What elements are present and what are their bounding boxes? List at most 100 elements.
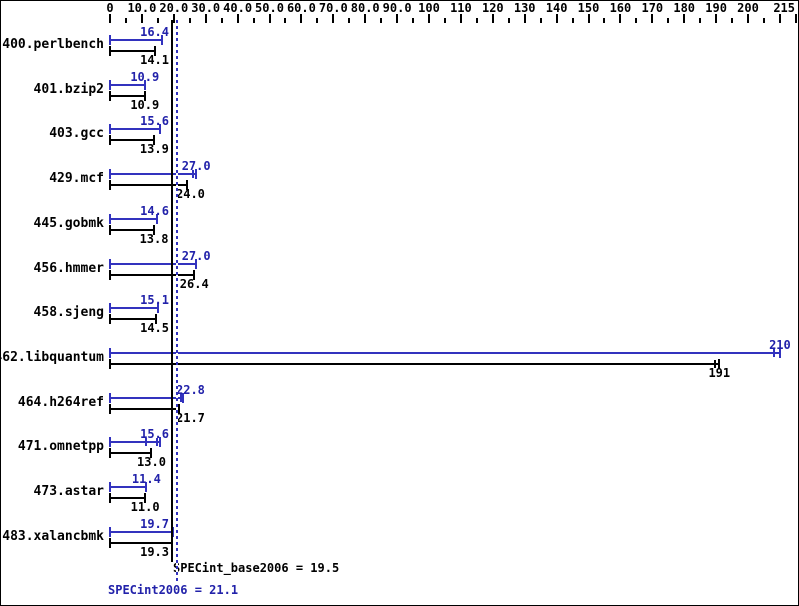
x-axis-minor-tick bbox=[412, 18, 415, 23]
peak-bar-cap bbox=[109, 527, 111, 537]
x-axis-minor-tick bbox=[316, 18, 319, 23]
base-value-label: 11.0 bbox=[130, 500, 160, 514]
benchmark-label: 456.hmmer bbox=[33, 261, 104, 276]
base-bar-cap bbox=[109, 135, 111, 145]
peak-run-tick bbox=[156, 438, 159, 446]
base-bar-cap bbox=[718, 359, 721, 369]
base-bar-cap bbox=[143, 91, 146, 101]
x-axis-minor-tick bbox=[284, 18, 287, 23]
x-axis-major-tick bbox=[747, 14, 749, 23]
base-value-label: 26.4 bbox=[179, 277, 209, 291]
base-bar bbox=[110, 408, 180, 410]
x-axis-tick-label: 0 bbox=[106, 1, 114, 15]
peak-bar bbox=[110, 39, 163, 41]
x-axis-minor-tick bbox=[603, 18, 606, 23]
peak-bar-cap bbox=[778, 348, 781, 358]
x-axis-tick-label: 40.0 bbox=[223, 1, 253, 15]
base-bar-cap bbox=[153, 225, 156, 235]
peak-bar-cap bbox=[109, 437, 111, 447]
peak-bar-cap bbox=[155, 214, 158, 224]
peak-value-label: 11.4 bbox=[131, 472, 161, 486]
x-axis-major-tick bbox=[428, 14, 430, 23]
base-bar-cap bbox=[109, 538, 111, 548]
base-bar-cap bbox=[150, 448, 153, 458]
base-bar-cap bbox=[153, 135, 156, 145]
base-bar-cap bbox=[109, 91, 111, 101]
x-axis-tick-label: 215 bbox=[773, 1, 796, 15]
base-bar-cap bbox=[109, 359, 111, 369]
x-axis-major-tick bbox=[396, 14, 399, 23]
base-bar bbox=[110, 497, 146, 499]
x-axis-tick-label: 80.0 bbox=[350, 1, 380, 15]
benchmark-label: 458.sjeng bbox=[33, 305, 104, 320]
benchmark-label: 471.omnetpp bbox=[17, 439, 104, 454]
x-axis-major-tick bbox=[523, 14, 526, 23]
benchmark-label: 403.gcc bbox=[49, 126, 104, 141]
x-axis-minor-tick bbox=[762, 18, 765, 23]
peak-value-label: 19.7 bbox=[140, 517, 170, 531]
base-bar-cap bbox=[144, 493, 147, 503]
x-axis-tick-label: 190 bbox=[705, 1, 727, 15]
peak-value-label: 15.6 bbox=[140, 427, 170, 441]
benchmark-label: 473.astar bbox=[33, 484, 104, 499]
base-bar-cap bbox=[109, 180, 111, 190]
base-value-label: 191 bbox=[708, 366, 731, 380]
peak-value-label: 15.1 bbox=[140, 293, 170, 307]
x-axis-minor-tick bbox=[348, 18, 351, 23]
base-bar-cap bbox=[109, 46, 111, 56]
peak-value-label: 27.0 bbox=[181, 159, 211, 173]
x-axis-major-tick bbox=[172, 14, 175, 23]
x-axis-major-tick bbox=[140, 14, 143, 23]
x-axis-minor-tick bbox=[380, 18, 383, 23]
x-axis-major-tick bbox=[619, 14, 622, 23]
base-value-label: 10.9 bbox=[130, 98, 160, 112]
x-axis-major-tick bbox=[651, 14, 654, 23]
x-axis-tick-label: 30.0 bbox=[191, 1, 221, 15]
benchmark-label: 429.mcf bbox=[49, 171, 104, 186]
peak-value-label: 16.4 bbox=[140, 25, 170, 39]
peak-bar-cap bbox=[109, 169, 111, 179]
peak-bar bbox=[110, 397, 183, 399]
x-axis-minor-tick bbox=[635, 18, 638, 23]
x-axis-major-tick bbox=[109, 14, 111, 23]
x-axis-tick-label: 120 bbox=[481, 1, 504, 15]
peak-bar-cap bbox=[157, 303, 160, 313]
peak-score-caption: SPECint2006 = 21.1 bbox=[108, 583, 239, 597]
base-bar-cap bbox=[109, 225, 111, 235]
base-bar bbox=[110, 542, 172, 544]
base-value-label: 13.9 bbox=[139, 142, 169, 156]
x-axis-minor-tick bbox=[188, 18, 191, 23]
x-axis-minor-tick bbox=[507, 18, 510, 23]
benchmark-label: 464.h264ref bbox=[17, 395, 104, 410]
peak-bar-cap bbox=[195, 169, 198, 179]
x-axis-tick-label: 180 bbox=[673, 1, 696, 15]
base-bar bbox=[110, 229, 155, 231]
peak-bar-cap bbox=[158, 437, 161, 447]
x-axis-tick-label: 60.0 bbox=[286, 1, 316, 15]
x-axis-tick-label: 90.0 bbox=[382, 1, 412, 15]
benchmark-label: 401.bzip2 bbox=[33, 82, 104, 97]
peak-value-label: 14.6 bbox=[140, 204, 170, 218]
benchmark-label: 400.perlbench bbox=[2, 37, 104, 52]
base-bar-cap bbox=[109, 270, 111, 280]
base-score-caption: SPECint_base2006 = 19.5 bbox=[173, 561, 340, 575]
base-bar bbox=[110, 139, 155, 141]
x-axis-major-tick bbox=[332, 14, 335, 23]
base-bar bbox=[110, 95, 145, 97]
base-value-label: 19.3 bbox=[140, 545, 170, 559]
x-axis-minor-tick bbox=[731, 18, 734, 23]
base-score-reference-line bbox=[171, 20, 174, 562]
peak-bar bbox=[110, 173, 197, 175]
peak-run-tick bbox=[772, 349, 775, 357]
peak-bar-cap bbox=[109, 303, 111, 313]
base-bar bbox=[110, 363, 720, 365]
x-axis-minor-tick bbox=[699, 18, 702, 23]
x-axis-major-tick bbox=[587, 14, 590, 23]
peak-bar bbox=[110, 128, 160, 130]
x-axis-tick-label: 200 bbox=[737, 1, 759, 15]
base-bar-cap bbox=[109, 493, 111, 503]
x-axis-tick-label: 50.0 bbox=[255, 1, 284, 15]
x-axis-major-tick bbox=[364, 14, 367, 23]
peak-run-tick bbox=[145, 438, 148, 446]
